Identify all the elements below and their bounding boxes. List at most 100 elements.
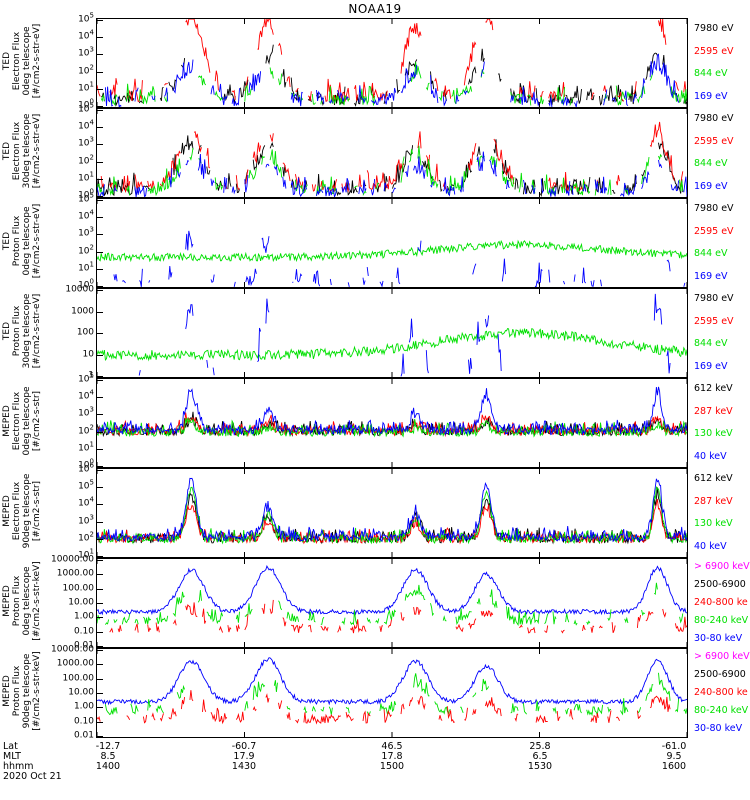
legend-entry: 287 keV xyxy=(694,405,733,417)
y-tick-mark xyxy=(97,664,103,666)
panel-ted-electron-30deg xyxy=(96,108,688,198)
panel-ted-electron-0deg xyxy=(96,18,688,108)
y-tick-label: 105 xyxy=(78,101,94,115)
series-169-ev xyxy=(138,293,671,377)
panel-meped-electron-0deg xyxy=(96,378,688,468)
axis-value-mlt: 8.5 xyxy=(100,751,116,762)
y-tick-label: 105 xyxy=(78,478,94,492)
date-label: 2020 Oct 21 xyxy=(3,771,62,782)
legend-entry: 287 keV xyxy=(694,495,733,507)
y-tick-mark xyxy=(97,161,103,163)
y-tick-label: 10000.00 xyxy=(51,644,94,655)
y-tick-mark xyxy=(97,721,103,723)
axis-value-hhmm: 1500 xyxy=(379,761,405,772)
y-tick-mark xyxy=(97,414,103,416)
legend-entry: 612 keV xyxy=(694,473,733,485)
y-tick-mark xyxy=(97,521,103,523)
y-tick-label: 10000 xyxy=(65,284,94,295)
y-tick-mark xyxy=(97,71,103,73)
axis-value-hhmm: 1430 xyxy=(231,761,257,772)
y-tick-mark xyxy=(97,178,103,180)
y-tick-label: 0.10 xyxy=(73,716,94,727)
y-tick-mark xyxy=(97,487,103,489)
y-axis-title-meped-electron-0deg: MEPED Electron Flux 0deg telescope [#/cm2-s… xyxy=(2,386,42,456)
y-axis-title-ted-proton-30deg: TED Proton Flux 30deg telescope [#/cm2-s-st… xyxy=(2,293,42,369)
y-tick-label: 1000 xyxy=(71,306,94,316)
y-tick-label: 100.00 xyxy=(62,673,95,684)
y-tick-label: 101 xyxy=(78,260,94,274)
y-axis-ticks-meped-electron-0deg: 105 104 103 102 101 100 xyxy=(48,371,94,471)
legend-entry: 2500-6900 xyxy=(694,669,746,680)
legend-entry: 130 keV xyxy=(694,428,733,440)
y-tick-label: 100 xyxy=(76,327,94,338)
series-30-80-kev xyxy=(97,564,687,616)
series-80-240-kev xyxy=(97,582,684,627)
y-tick-mark xyxy=(97,110,103,111)
y-tick-mark xyxy=(97,127,103,129)
panel-meped-proton-90deg xyxy=(96,648,688,738)
y-tick-label: 101 xyxy=(78,80,94,94)
axis-value-mlt: 17.8 xyxy=(381,751,403,762)
y-axis-ticks-meped-electron-90deg: 106 105 104 103 102 101 xyxy=(48,462,94,560)
panel-meped-electron-90deg xyxy=(96,468,688,558)
y-tick-mark xyxy=(97,88,103,90)
y-tick-label: 104 xyxy=(78,118,94,132)
y-axis-ticks-meped-proton-0deg: 10000.00 1000.00 100.00 10.00 1.00 0.10 0.01 xyxy=(34,555,95,651)
axis-value-lat: -61.0 xyxy=(661,741,687,752)
legend-entry: 40 keV xyxy=(694,540,727,552)
y-tick-mark xyxy=(97,311,103,313)
series-40-kev xyxy=(97,477,687,543)
y-tick-label: 1000.00 xyxy=(56,568,94,579)
axis-value-hhmm: 1600 xyxy=(661,761,687,772)
y-tick-label: 102 xyxy=(78,423,94,437)
series-130-kev xyxy=(97,486,687,545)
y-tick-mark xyxy=(97,20,103,21)
legend-entry: > 6900 keV xyxy=(694,651,750,662)
legend-entry: 240-800 ke xyxy=(694,687,748,698)
axis-value-lat: 46.5 xyxy=(381,741,403,752)
y-tick-mark xyxy=(97,354,103,356)
y-tick-label: 100 xyxy=(78,457,94,471)
y-tick-mark xyxy=(97,268,103,270)
legend-entry: 2595 eV xyxy=(694,315,734,327)
y-axis-ticks-ted-proton-30deg: 10000 1000 100 10 1 xyxy=(48,284,94,380)
y-tick-mark xyxy=(97,200,103,201)
y-tick-mark xyxy=(97,678,103,680)
y-tick-label: 10.00 xyxy=(68,687,94,698)
y-tick-mark xyxy=(97,106,103,107)
y-tick-label: 102 xyxy=(78,63,94,77)
legend-entry: 30-80 keV xyxy=(694,633,743,644)
y-tick-label: 0.01 xyxy=(73,730,94,741)
y-tick-mark xyxy=(97,707,103,709)
y-axis-title-meped-proton-0deg: MEPED Proton Flux 0deg telescope [#/cm2-s-s… xyxy=(2,561,42,641)
y-tick-label: 105 xyxy=(78,11,94,25)
series-240-800-ke xyxy=(97,690,671,725)
y-tick-label: 102 xyxy=(78,153,94,167)
series-40-kev xyxy=(97,386,687,436)
y-tick-mark xyxy=(97,397,103,399)
y-tick-label: 104 xyxy=(78,495,94,509)
y-tick-mark xyxy=(97,290,103,291)
series-844-ev xyxy=(97,327,687,362)
legend-entry: 130 keV xyxy=(694,518,733,530)
y-tick-label: 105 xyxy=(78,371,94,385)
y-tick-label: 10.00 xyxy=(68,597,94,608)
legend-entry: 7980 eV xyxy=(694,293,734,305)
y-tick-label: 104 xyxy=(78,388,94,402)
legend-entry: 169 eV xyxy=(694,180,728,192)
y-tick-label: 100.00 xyxy=(62,583,95,594)
y-tick-mark xyxy=(97,286,103,287)
legend-entry: 2500-6900 xyxy=(694,579,746,590)
legend-entry: 169 eV xyxy=(694,90,728,102)
y-axis-ticks-meped-proton-90deg: 10000.00 1000.00 100.00 10.00 1.00 0.10 0.01 xyxy=(34,644,95,741)
series-2595-ev xyxy=(97,19,687,103)
y-axis-ticks-ted-electron-30deg: 105 104 103 102 101 100 xyxy=(48,101,94,200)
axis-row-label-time: hhmm xyxy=(3,761,34,772)
y-tick-mark xyxy=(97,380,103,381)
y-tick-mark xyxy=(97,54,103,56)
legend-entry: 30-80 keV xyxy=(694,723,743,734)
legend-entry: 2595 eV xyxy=(694,225,734,237)
y-tick-label: 0.01 xyxy=(73,640,94,651)
y-tick-label: 102 xyxy=(78,530,94,544)
axis-value-hhmm: 1400 xyxy=(95,761,121,772)
